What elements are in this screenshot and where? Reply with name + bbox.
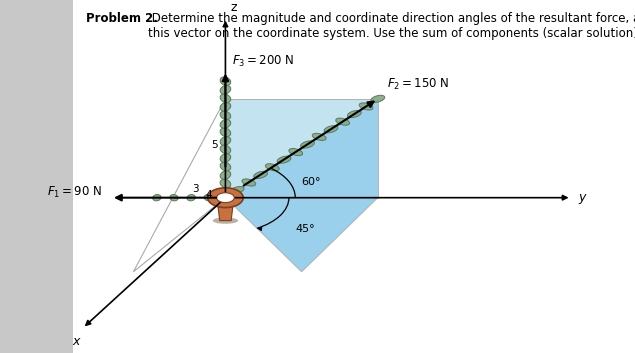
Text: Determine the magnitude and coordinate direction angles of the resultant force, : Determine the magnitude and coordinate d… xyxy=(148,12,635,40)
Text: 5: 5 xyxy=(211,140,218,150)
Polygon shape xyxy=(225,198,378,272)
Text: 60°: 60° xyxy=(302,177,321,187)
Ellipse shape xyxy=(336,118,349,125)
Ellipse shape xyxy=(324,126,338,133)
Text: z: z xyxy=(231,1,237,14)
Ellipse shape xyxy=(220,162,231,171)
Text: $F_1 = 90$ N: $F_1 = 90$ N xyxy=(46,185,102,200)
Text: Problem 2.: Problem 2. xyxy=(86,12,157,25)
Polygon shape xyxy=(225,99,378,198)
Ellipse shape xyxy=(220,128,231,137)
Ellipse shape xyxy=(359,103,373,110)
Ellipse shape xyxy=(220,77,231,85)
Ellipse shape xyxy=(152,195,161,201)
Polygon shape xyxy=(225,99,378,198)
Ellipse shape xyxy=(213,217,238,224)
Ellipse shape xyxy=(220,111,231,120)
Ellipse shape xyxy=(220,102,231,111)
Polygon shape xyxy=(218,205,233,221)
Ellipse shape xyxy=(371,95,385,102)
Ellipse shape xyxy=(347,110,361,118)
Circle shape xyxy=(208,188,243,208)
Ellipse shape xyxy=(312,133,326,140)
Text: x: x xyxy=(72,335,80,348)
Ellipse shape xyxy=(220,171,231,179)
Ellipse shape xyxy=(204,195,213,201)
Ellipse shape xyxy=(220,120,231,128)
Ellipse shape xyxy=(220,137,231,145)
Ellipse shape xyxy=(221,195,230,201)
Ellipse shape xyxy=(220,145,231,154)
Ellipse shape xyxy=(300,141,314,148)
Ellipse shape xyxy=(220,85,231,94)
Ellipse shape xyxy=(218,194,232,201)
Text: 3: 3 xyxy=(192,184,199,194)
Ellipse shape xyxy=(254,171,267,178)
Text: 45°: 45° xyxy=(295,224,315,234)
Ellipse shape xyxy=(220,179,231,188)
FancyBboxPatch shape xyxy=(73,0,635,353)
Text: $F_3 = 200$ N: $F_3 = 200$ N xyxy=(232,54,294,69)
Ellipse shape xyxy=(265,164,279,171)
Ellipse shape xyxy=(187,195,196,201)
Text: 4: 4 xyxy=(205,190,211,200)
Ellipse shape xyxy=(170,195,178,201)
Ellipse shape xyxy=(242,179,256,186)
Text: y: y xyxy=(578,191,585,204)
Ellipse shape xyxy=(289,149,303,156)
Circle shape xyxy=(217,193,234,203)
Text: $F_2 = 150$ N: $F_2 = 150$ N xyxy=(387,77,450,92)
Ellipse shape xyxy=(277,156,291,163)
Ellipse shape xyxy=(220,154,231,162)
Ellipse shape xyxy=(231,186,244,194)
Ellipse shape xyxy=(220,94,231,103)
